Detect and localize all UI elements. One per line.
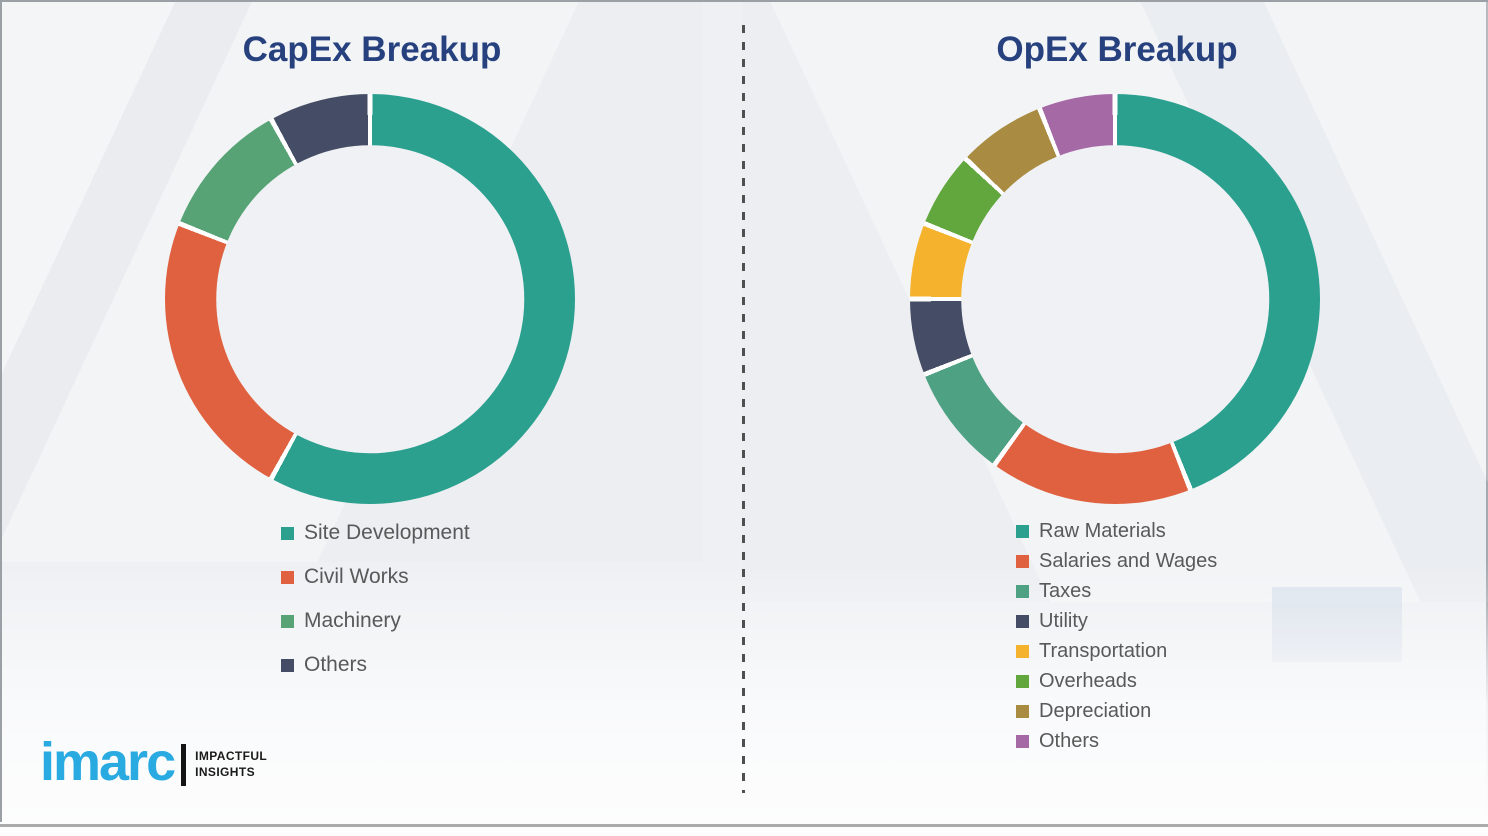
capex-donut-chart xyxy=(165,94,575,504)
capex-legend: Site Development Civil Works Machinery Othe… xyxy=(281,511,470,687)
imarc-logo-wordmark: imarc xyxy=(40,732,176,792)
legend-item: Others xyxy=(1016,726,1217,756)
brand-logo: imarc IMPACTFUL INSIGHTS xyxy=(40,732,267,792)
legend-label: Civil Works xyxy=(304,565,409,588)
legend-item: Site Development xyxy=(281,511,470,555)
legend-item: Depreciation xyxy=(1016,696,1217,726)
dashed-divider xyxy=(742,25,745,793)
donut-hole xyxy=(216,145,524,453)
legend-item: Civil Works xyxy=(281,555,470,599)
donut-hole xyxy=(961,145,1269,453)
legend-label: Others xyxy=(1039,729,1100,752)
legend-item: Machinery xyxy=(281,599,470,643)
legend-swatch xyxy=(281,614,294,628)
legend-label: Site Development xyxy=(304,521,470,544)
legend-item: Salaries and Wages xyxy=(1016,546,1217,576)
legend-label: Machinery xyxy=(304,609,401,632)
legend-swatch xyxy=(281,526,294,540)
legend-swatch xyxy=(281,658,294,672)
legend-label: Taxes xyxy=(1039,579,1092,602)
bottom-divider-line xyxy=(0,824,1488,827)
legend-label: Raw Materials xyxy=(1039,519,1166,542)
legend-item: Utility xyxy=(1016,606,1217,636)
legend-swatch xyxy=(1016,674,1029,688)
legend-swatch xyxy=(281,570,294,584)
opex-chart-title: OpEx Breakup xyxy=(996,30,1238,69)
logo-separator-bar xyxy=(181,744,187,786)
legend-label: Salaries and Wages xyxy=(1039,549,1218,572)
legend-item: Transportation xyxy=(1016,636,1217,666)
opex-donut-chart xyxy=(910,94,1320,504)
legend-swatch xyxy=(1016,734,1029,748)
legend-item: Overheads xyxy=(1016,666,1217,696)
legend-label: Others xyxy=(304,653,368,676)
logo-tagline-line2: INSIGHTS xyxy=(195,765,255,779)
legend-item: Raw Materials xyxy=(1016,516,1217,546)
logo-tagline-line1: IMPACTFUL xyxy=(195,749,268,764)
legend-label: Transportation xyxy=(1039,639,1168,662)
legend-label: Overheads xyxy=(1039,669,1137,692)
legend-swatch xyxy=(1016,524,1029,538)
background-texture xyxy=(1272,587,1402,662)
logo-tagline: IMPACTFUL INSIGHTS xyxy=(195,749,267,780)
capex-chart-title: CapEx Breakup xyxy=(242,30,502,69)
legend-swatch xyxy=(1016,614,1029,628)
legend-item: Others xyxy=(281,643,470,687)
legend-item: Taxes xyxy=(1016,576,1217,606)
legend-swatch xyxy=(1016,644,1029,658)
legend-label: Utility xyxy=(1039,609,1088,632)
legend-label: Depreciation xyxy=(1039,699,1152,722)
opex-legend: Raw Materials Salaries and Wages Taxes Util… xyxy=(1016,516,1217,756)
legend-swatch xyxy=(1016,554,1029,568)
legend-swatch xyxy=(1016,584,1029,598)
legend-swatch xyxy=(1016,704,1029,718)
